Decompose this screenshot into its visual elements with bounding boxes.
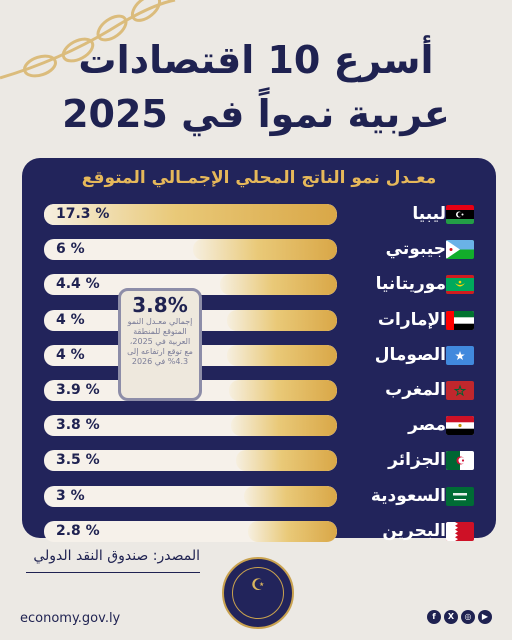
bar-row: 4.4 % موريتانيا [22, 269, 496, 299]
chain-decoration [0, 0, 176, 80]
chart-subtitle: معـدل نمو الناتج المحلي الإجمـالي المتوق… [81, 168, 437, 188]
country-label: الإمارات [377, 309, 446, 330]
bar [227, 344, 337, 366]
ministry-emblem: ☪ [222, 557, 294, 629]
website-link[interactable]: economy.gov.ly [20, 611, 121, 626]
djibouti-flag [446, 240, 474, 260]
country-label: الصومال [374, 344, 446, 365]
instagram-icon[interactable]: ◎ [461, 610, 475, 624]
country-label: المغرب [385, 380, 446, 400]
bar-row: 2.8 % البحرين [22, 516, 496, 546]
country-label: البحرين [382, 520, 446, 541]
country-label: السعودية [370, 485, 446, 506]
bar [247, 520, 337, 542]
algeria-flag [446, 451, 474, 471]
source-underline [26, 572, 200, 573]
egypt-flag [446, 416, 474, 436]
bar-track: 3.5 % [44, 450, 337, 472]
bar-value-label: 4.4 % [56, 276, 100, 293]
uae-flag [446, 310, 474, 330]
bar-value-label: 6 % [56, 241, 85, 258]
bar-row: 4 % الإمارات [22, 305, 496, 335]
bar [230, 415, 337, 437]
libya-flag [446, 205, 474, 224]
country-label: موريتانيا [375, 274, 446, 295]
bar-row: 3 % السعودية [22, 481, 496, 511]
bar-value-label: 3.9 % [56, 382, 100, 398]
bar-track: 17.3 % [44, 204, 337, 225]
bar-value-label: 2.8 % [56, 522, 100, 539]
bar-row: 4 % الصومال [22, 340, 496, 370]
bar [227, 309, 337, 331]
facebook-icon[interactable]: f [427, 610, 441, 624]
bar [44, 204, 337, 225]
bar-value-label: 3.5 % [56, 452, 100, 469]
bahrain-flag [446, 521, 474, 541]
bar [228, 380, 337, 401]
bar [220, 274, 337, 296]
bar [193, 239, 337, 261]
bar [244, 485, 337, 507]
bar-value-label: 4 % [56, 346, 85, 363]
bar-row: 3.8 % مصر [22, 410, 496, 440]
youtube-icon[interactable]: ▶ [478, 610, 492, 624]
bar-track: 4.4 % [44, 274, 337, 296]
regional-growth-callout: 3.8% إجمالي معـدل النمو المتوقع للمنطقة … [118, 288, 202, 401]
chart-card: معـدل نمو الناتج المحلي الإجمـالي المتوق… [22, 158, 496, 542]
bar-value-label: 3 % [56, 487, 85, 504]
crescent-star-icon: ☪ [250, 575, 266, 594]
bar-value-label: 17.3 % [56, 206, 110, 222]
bar-row: 3.5 % الجزائر [22, 445, 496, 475]
callout-value: 3.8% [132, 293, 188, 317]
page-title-line2: عربية نمواً في 2025 [62, 92, 450, 136]
source-note: المصدر: صندوق النقد الدولي [33, 548, 200, 564]
bar-track: 3.8 % [44, 415, 337, 437]
mauritania-flag [446, 275, 474, 295]
bar-row: 6 % جيبوتي [22, 234, 496, 264]
bar-value-label: 4 % [56, 311, 85, 328]
saudi-flag [446, 486, 474, 506]
bar-row: 17.3 % ليبيا [22, 199, 496, 229]
page-title-line1: أسرع 10 اقتصادات [78, 38, 434, 82]
country-label: الجزائر [388, 450, 446, 471]
bar-track: 2.8 % [44, 520, 337, 542]
morocco-flag [446, 381, 474, 400]
country-label: مصر [408, 415, 446, 436]
bar-track: 6 % [44, 239, 337, 261]
country-label: جيبوتي [385, 239, 446, 260]
x-icon[interactable]: X [444, 610, 458, 624]
bar-track: 3 % [44, 485, 337, 507]
country-label: ليبيا [412, 204, 446, 224]
bar [235, 450, 337, 472]
bar-value-label: 3.8 % [56, 417, 100, 434]
somalia-flag [446, 345, 474, 365]
social-links: f X ◎ ▶ [427, 610, 492, 624]
emblem-ring [232, 567, 284, 619]
callout-text: إجمالي معـدل النمو المتوقع للمنطقة العرب… [127, 317, 193, 366]
bar-row: 3.9 % المغرب [22, 375, 496, 405]
